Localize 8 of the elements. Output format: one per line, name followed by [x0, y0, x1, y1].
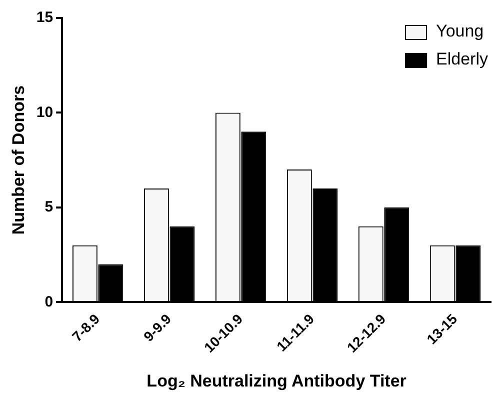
x-axis-title: Log₂ Neutralizing Antibody Titer — [146, 371, 407, 390]
y-tick-label: 5 — [44, 198, 54, 216]
legend-label: Elderly — [436, 50, 488, 69]
y-tick-label: 0 — [44, 293, 54, 310]
y-axis-title: Number of Donors — [8, 85, 28, 235]
legend-label: Young — [436, 22, 484, 41]
y-tick-label: 10 — [36, 104, 54, 121]
y-tick-label: 15 — [36, 9, 54, 26]
